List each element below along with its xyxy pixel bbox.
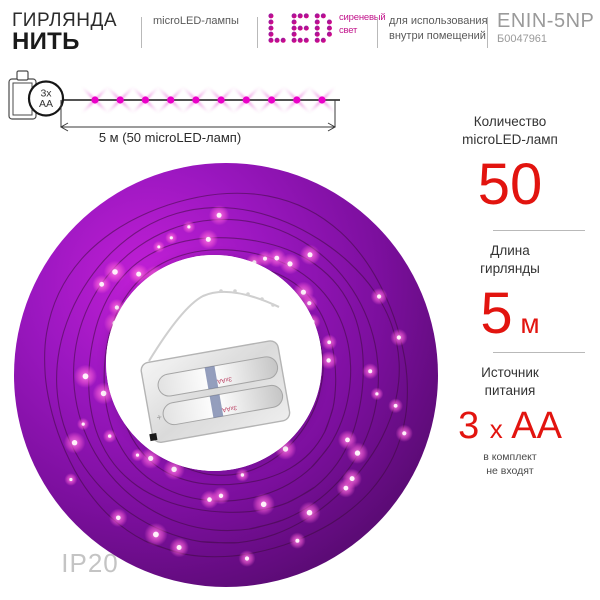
svg-text:AA: AA	[39, 98, 53, 110]
